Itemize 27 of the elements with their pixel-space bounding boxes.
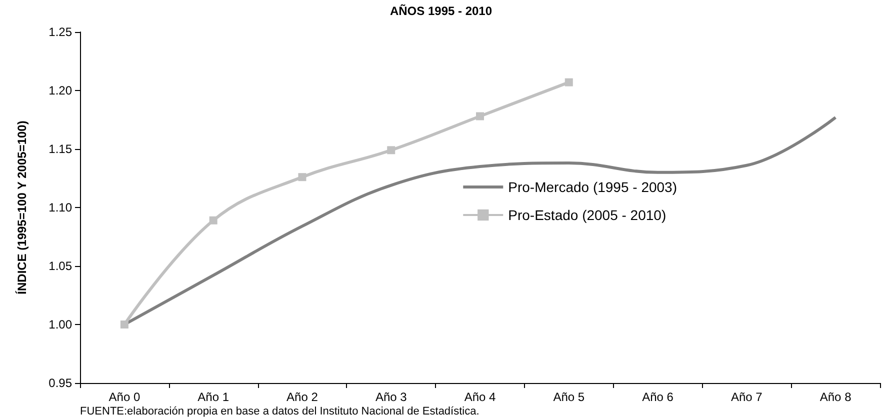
y-tick-label: 1.15 <box>48 142 72 156</box>
x-tick-label: Año 4 <box>464 390 496 404</box>
y-axis-title: ÍNDICE (1995=100 Y 2005=100) <box>15 120 29 294</box>
x-tick-label: Año 5 <box>553 390 585 404</box>
point <box>209 216 218 224</box>
y-tick-label: 1.10 <box>48 200 72 214</box>
point <box>387 146 396 154</box>
point <box>564 78 573 86</box>
legend-label: Pro-Mercado (1995 - 2003) <box>508 179 678 195</box>
x-tick-label: Año 6 <box>642 390 674 404</box>
point <box>120 320 128 328</box>
x-tick-label: Año 2 <box>286 390 318 404</box>
legend-label: Pro-Estado (2005 - 2010) <box>508 207 666 223</box>
point <box>298 173 306 182</box>
x-tick-label: Año 3 <box>375 390 408 404</box>
point <box>476 112 484 120</box>
x-tick-label: Año 0 <box>108 390 140 404</box>
x-tick-label: Año 8 <box>820 390 852 404</box>
x-tick-label: Año 7 <box>730 390 763 404</box>
source-note: FUENTE:elaboración propia en base a datos del Instituto Nacional de Estadística. <box>80 406 480 418</box>
y-tick-label: 1.00 <box>48 318 72 332</box>
chart-title: AÑOS 1995 - 2010 <box>390 4 492 18</box>
y-tick-label: 0.95 <box>48 376 72 390</box>
y-tick-label: 1.20 <box>48 84 72 98</box>
y-tick-label: 1.25 <box>48 25 72 39</box>
y-tick-label: 1.05 <box>48 259 72 273</box>
x-tick-label: Año 1 <box>198 390 230 404</box>
